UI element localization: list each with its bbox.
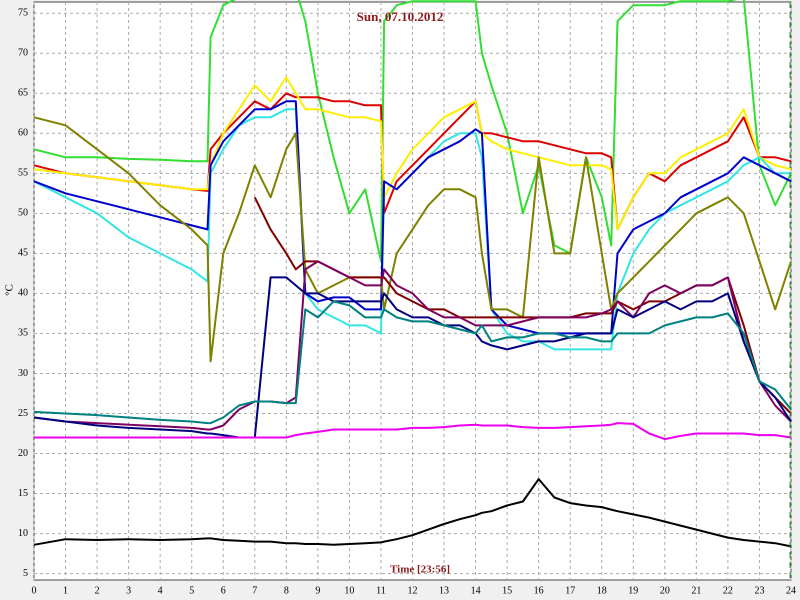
x-tick-label: 20	[660, 585, 670, 596]
x-tick-label: 11	[376, 585, 386, 596]
x-tick-label: 9	[315, 585, 320, 596]
x-tick-label: 17	[565, 585, 575, 596]
y-tick-label: 30	[18, 368, 28, 379]
series-line	[33, 116, 792, 363]
x-tick-label: 4	[158, 585, 163, 596]
series-line	[33, 76, 792, 231]
y-axis-label: °C	[4, 284, 16, 296]
x-tick-label: 22	[723, 585, 733, 596]
x-tick-label: 14	[471, 585, 481, 596]
y-tick-label: 50	[18, 208, 28, 219]
x-tick-label: 7	[252, 585, 257, 596]
x-tick-label: 2	[95, 585, 100, 596]
x-axis-label: Time [23:56]	[390, 564, 450, 576]
x-tick-label: 21	[691, 585, 701, 596]
lines	[33, 0, 792, 548]
series-line	[33, 100, 792, 335]
y-tick-label: 70	[18, 48, 28, 59]
series-line	[33, 300, 792, 425]
x-tick-label: 10	[344, 585, 354, 596]
x-tick-label: 23	[754, 585, 764, 596]
x-tick-label: 6	[221, 585, 226, 596]
x-tick-label: 8	[284, 585, 289, 596]
y-tick-label: 65	[18, 88, 28, 99]
x-tick-label: 3	[126, 585, 131, 596]
series-line	[33, 260, 792, 431]
x-tick-label: 5	[189, 585, 194, 596]
x-tick-label: 24	[786, 585, 796, 596]
x-tick-label: 16	[534, 585, 544, 596]
y-tick-label: 5	[23, 568, 28, 579]
y-tick-label: 10	[18, 528, 28, 539]
y-tick-label: 60	[18, 128, 28, 139]
y-tick-label: 45	[18, 248, 28, 259]
x-tick-label: 0	[32, 585, 37, 596]
x-tick-label: 18	[597, 585, 607, 596]
series-line	[33, 0, 792, 263]
y-tick-label: 15	[18, 488, 28, 499]
x-tick-label: 12	[408, 585, 418, 596]
grid	[33, 2, 792, 580]
x-tick-label: 1	[63, 585, 68, 596]
y-tick-label: 55	[18, 168, 28, 179]
x-tick-label: 15	[502, 585, 512, 596]
series-line	[34, 422, 792, 441]
y-tick-label: 40	[18, 288, 28, 299]
x-tick-label: 19	[628, 585, 638, 596]
y-tick-label: 35	[18, 328, 28, 339]
y-tick-label: 25	[18, 408, 28, 419]
x-tick-label: 13	[439, 585, 449, 596]
series-line	[33, 478, 792, 548]
y-tick-label: 75	[18, 8, 28, 19]
chart-title: Sun, 07.10.2012	[357, 9, 444, 24]
y-tick-label: 20	[18, 448, 28, 459]
